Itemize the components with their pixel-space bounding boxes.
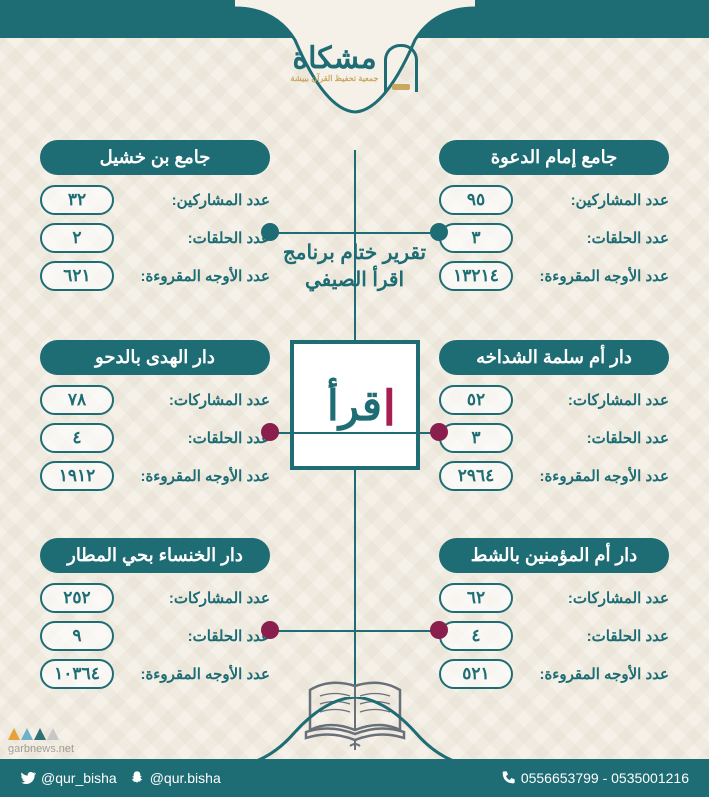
- metric-value: ٣٢: [40, 185, 114, 215]
- mosque-card: دار الخنساء بحي المطارعدد المشاركات:٢٥٢ع…: [40, 538, 270, 697]
- metric-row: عدد المشاركين: ٣٢: [40, 185, 270, 215]
- metric-label: عدد الحلقات:: [521, 429, 669, 447]
- metric-row: عدد الأوجه المقروءة: ٥٢١: [439, 659, 669, 689]
- connector-line: [355, 232, 440, 234]
- connector-line: [270, 232, 355, 234]
- mosque-card: دار الهدى بالدحو عدد المشاركات: ٧٨ عدد الحل…: [40, 340, 270, 499]
- metric-label: عدد الحلقات:: [521, 627, 669, 645]
- metric-label: عدد الحلقات:: [122, 229, 270, 247]
- footer-bar: @qur_bisha @qur.bisha 0556653799 - 05350…: [0, 759, 709, 797]
- metric-label: عدد الأوجه المقروءة:: [122, 467, 270, 485]
- connector-dot: [261, 223, 279, 241]
- metric-row: عدد الأوجه المقروءة: ١٩١٢: [40, 461, 270, 491]
- metric-row: عدد المشاركات: ٢٥٢: [40, 583, 270, 613]
- metric-value: ٤: [40, 423, 114, 453]
- twitter-icon: [20, 770, 36, 786]
- metric-row: عدد الحلقات: ٤: [40, 423, 270, 453]
- footer-snapchat: @qur.bisha: [129, 770, 221, 786]
- mosque-title: جامع إمام الدعوة: [439, 140, 669, 175]
- connector-line: [270, 432, 355, 434]
- metric-value: ٦٢: [439, 583, 513, 613]
- mosque-title: دار الهدى بالدحو: [40, 340, 270, 375]
- mosque-card: دار أم المؤمنين بالشطعدد المشاركات:٦٢عدد…: [439, 538, 669, 697]
- metric-row: عدد الأوجه المقروءة: ٢٩٦٤: [439, 461, 669, 491]
- phone-icon: [500, 770, 516, 786]
- metric-value: ١٣٢١٤: [439, 261, 513, 291]
- metric-label: عدد الأوجه المقروءة:: [521, 665, 669, 683]
- footer-twitter: @qur_bisha: [20, 770, 117, 786]
- metric-label: عدد الحلقات:: [122, 429, 270, 447]
- metric-label: عدد المشاركات:: [521, 589, 669, 607]
- footer-phones: 0556653799 - 0535001216: [500, 770, 689, 786]
- brand-logo: مشكاة جمعية تحفيظ القرآن ببيشة: [270, 44, 440, 92]
- metric-value: ٢: [40, 223, 114, 253]
- metric-label: عدد المشاركين:: [122, 191, 270, 209]
- report-title-line2: اقرأ الصيفي: [270, 267, 440, 294]
- metric-row: عدد المشاركين: ٩٥: [439, 185, 669, 215]
- metric-label: عدد المشاركات:: [521, 391, 669, 409]
- metric-value: ٧٨: [40, 385, 114, 415]
- report-title-line1: تقرير ختام برنامج: [270, 240, 440, 267]
- metric-row: عدد الحلقات: ٩: [40, 621, 270, 651]
- metric-value: ٥٢: [439, 385, 513, 415]
- connector-line: [270, 630, 355, 632]
- bottom-arch: [225, 697, 485, 767]
- metric-row: عدد الحلقات: ٤: [439, 621, 669, 651]
- program-logo: قرأ: [290, 340, 420, 470]
- metric-label: عدد الأوجه المقروءة:: [521, 267, 669, 285]
- metric-row: عدد المشاركات: ٧٨: [40, 385, 270, 415]
- metric-value: ٣: [439, 423, 513, 453]
- brand-subtitle: جمعية تحفيظ القرآن ببيشة: [291, 74, 379, 83]
- metric-label: عدد الأوجه المقروءة:: [521, 467, 669, 485]
- connector-dot: [430, 223, 448, 241]
- brand-name: مشكاة: [291, 44, 379, 74]
- metric-label: عدد الأوجه المقروءة:: [122, 267, 270, 285]
- metric-value: ٦٢١: [40, 261, 114, 291]
- metric-label: عدد المشاركين:: [521, 191, 669, 209]
- snapchat-icon: [129, 770, 145, 786]
- metric-label: عدد المشاركات:: [122, 589, 270, 607]
- metric-row: عدد الحلقات: ٣: [439, 423, 669, 453]
- metric-value: ٩: [40, 621, 114, 651]
- connector-dot: [430, 621, 448, 639]
- connector-dot: [430, 423, 448, 441]
- metric-value: ٢٩٦٤: [439, 461, 513, 491]
- metric-label: عدد الأوجه المقروءة:: [122, 665, 270, 683]
- metric-value: ٩٥: [439, 185, 513, 215]
- metric-value: ١٠٣٦٤: [40, 659, 114, 689]
- connector-line: [355, 630, 440, 632]
- metric-row: عدد الأوجه المقروءة: ٦٢١: [40, 261, 270, 291]
- mosque-title: جامع بن خشيل: [40, 140, 270, 175]
- mosque-title: دار أم سلمة الشداخه: [439, 340, 669, 375]
- mosque-title: دار أم المؤمنين بالشط: [439, 538, 669, 573]
- connector-dot: [261, 423, 279, 441]
- program-logo-text: قرأ: [327, 381, 382, 430]
- connector-dot: [261, 621, 279, 639]
- source-watermark: garbnews.net: [8, 728, 74, 755]
- metric-value: ٤: [439, 621, 513, 651]
- metric-row: عدد الأوجه المقروءة: ١٣٢١٤: [439, 261, 669, 291]
- mosque-card: جامع بن خشيل عدد المشاركين: ٣٢ عدد الحلقات:…: [40, 140, 270, 299]
- metric-label: عدد الحلقات:: [122, 627, 270, 645]
- metric-value: ٣: [439, 223, 513, 253]
- metric-row: عدد الحلقات: ٢: [40, 223, 270, 253]
- metric-row: عدد المشاركات: ٥٢: [439, 385, 669, 415]
- mosque-card: دار أم سلمة الشداخهعدد المشاركات:٥٢عدد ا…: [439, 340, 669, 499]
- brand-arch-icon: [384, 44, 418, 92]
- report-title: تقرير ختام برنامج اقرأ الصيفي: [270, 240, 440, 294]
- mosque-card: جامع إمام الدعوة عدد المشاركين: ٩٥ عدد الحل…: [439, 140, 669, 299]
- metric-label: عدد الحلقات:: [521, 229, 669, 247]
- metric-row: عدد الأوجه المقروءة: ١٠٣٦٤: [40, 659, 270, 689]
- mosque-title: دار الخنساء بحي المطار: [40, 538, 270, 573]
- metric-value: ١٩١٢: [40, 461, 114, 491]
- metric-row: عدد المشاركات: ٦٢: [439, 583, 669, 613]
- metric-value: ٥٢١: [439, 659, 513, 689]
- metric-value: ٢٥٢: [40, 583, 114, 613]
- connector-line: [355, 432, 440, 434]
- metric-row: عدد الحلقات: ٣: [439, 223, 669, 253]
- metric-label: عدد المشاركات:: [122, 391, 270, 409]
